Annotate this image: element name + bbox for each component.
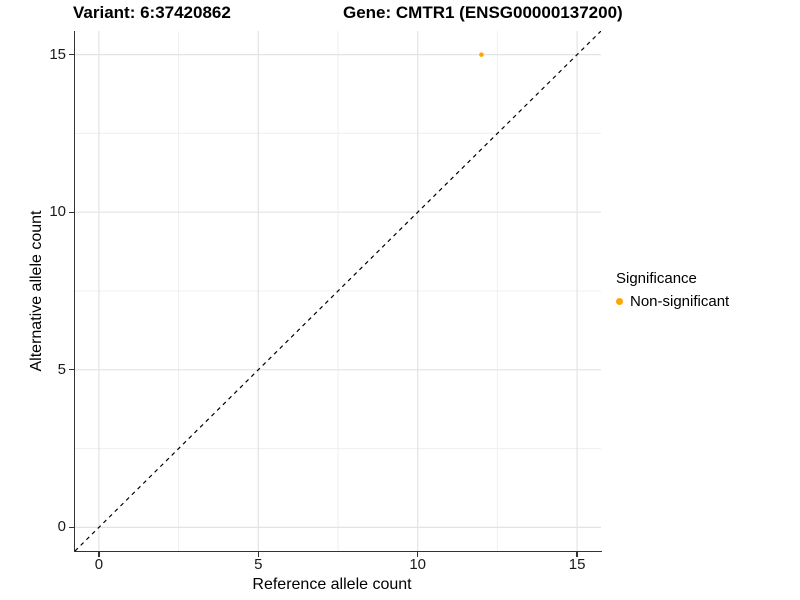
y-tick-label: 5 [57, 360, 66, 378]
y-axis-line [74, 31, 76, 552]
legend-entry: Non-significant [616, 293, 729, 310]
identity-reference-line [75, 31, 601, 551]
x-tick-mark [576, 552, 578, 557]
plot-panel [75, 31, 601, 551]
data-point [479, 52, 484, 57]
variant-title: Variant: 6:37420862 [73, 3, 231, 22]
x-tick-label: 0 [94, 556, 104, 573]
y-tick-label: 15 [49, 45, 66, 63]
x-tick-mark [98, 552, 100, 557]
y-tick-label: 0 [57, 518, 66, 536]
y-tick-mark [69, 526, 74, 529]
x-tick-mark [417, 552, 419, 557]
y-tick-mark [69, 369, 74, 371]
y-axis-title: Alternative allele count [28, 210, 45, 372]
x-tick-label: 15 [568, 556, 586, 573]
y-tick-mark [69, 54, 74, 56]
y-tick-label: 10 [49, 203, 66, 221]
x-tick-mark [257, 552, 259, 557]
legend-point-icon [616, 298, 623, 305]
legend-entry-label: Non-significant [630, 293, 730, 310]
legend: Significance Non-significant [616, 270, 729, 310]
x-axis-line [74, 551, 602, 553]
x-axis-title: Reference allele count [252, 576, 412, 593]
legend-title: Significance [616, 270, 697, 287]
x-tick-label: 10 [409, 556, 427, 573]
y-tick-mark [69, 211, 74, 213]
plot-layer [75, 31, 601, 551]
legend-entries: Non-significant [616, 293, 729, 310]
x-tick-label: 5 [254, 556, 263, 573]
gene-title: Gene: CMTR1 (ENSG00000137200) [343, 3, 623, 22]
